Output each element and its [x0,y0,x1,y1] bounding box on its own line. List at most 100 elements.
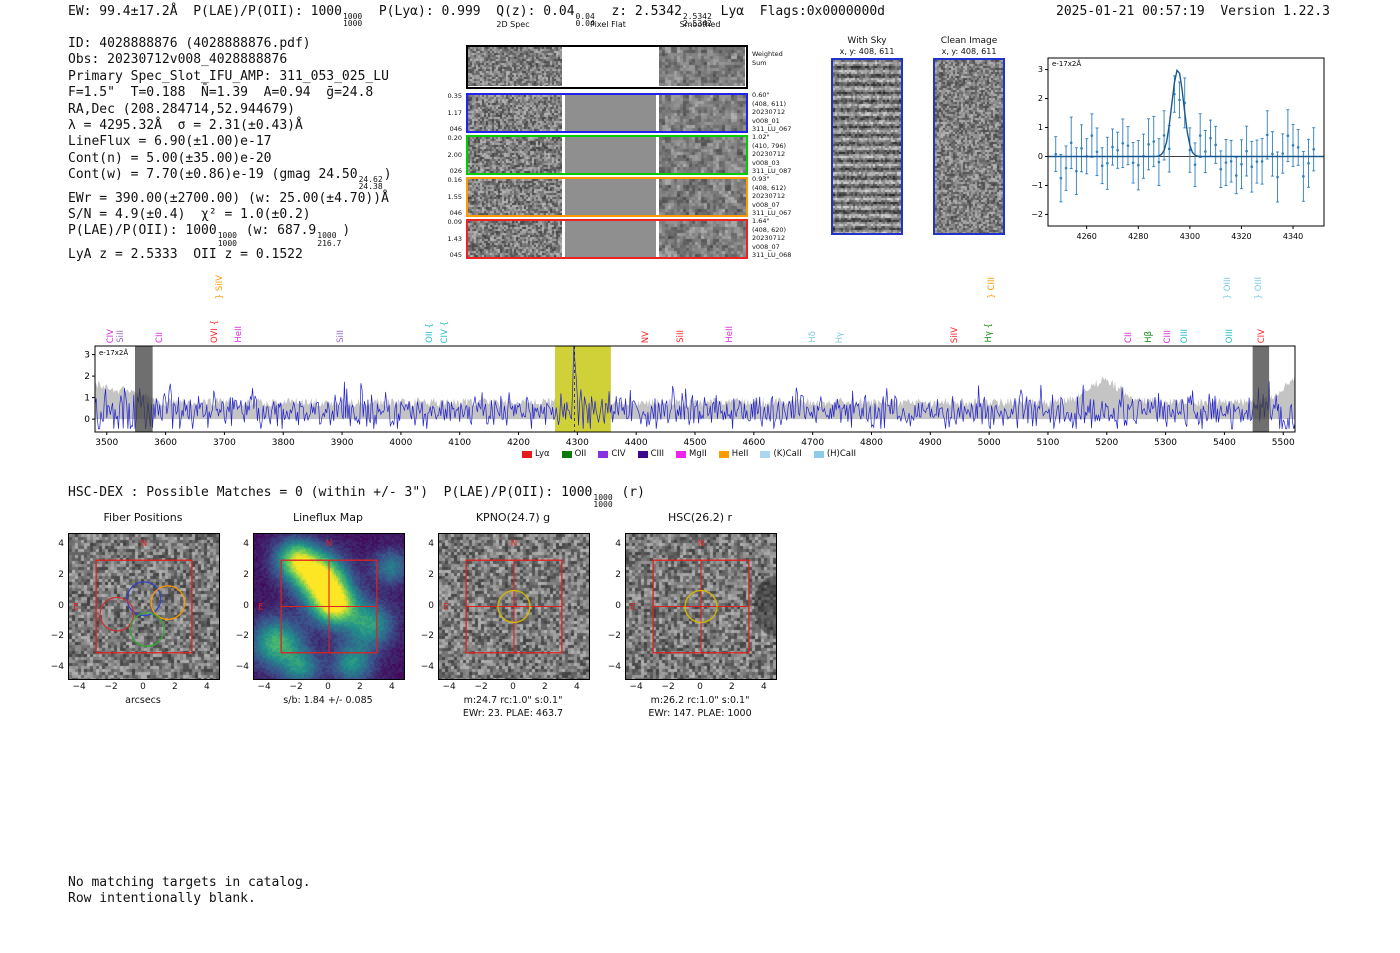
row-scale-labels: 0.35 1.17 046 [436,93,462,133]
text-segment: P(LAE)/P(OII): 1000 [68,223,217,239]
data-point [1157,160,1161,164]
row-smoothed-image [659,137,746,173]
line-fit-chart: 4260 4280 4300 4320 4340 3 2 1 0 −1 −2 e-17x2Å [1020,48,1332,244]
data-point [1162,134,1166,137]
fiber-circle [99,596,135,632]
x-tick-label: 0 [510,682,516,692]
legend-item: CIV [598,449,626,459]
tick-label: 2 [84,372,90,382]
row-scale-labels: 0.20 2.00 026 [436,135,462,175]
tick-label: 4300 [566,438,589,448]
data-point [1296,146,1300,149]
x-tick-label: 2 [172,682,178,692]
tick-label: 3600 [154,438,177,448]
weighted-sum-row [466,45,748,89]
cutout-column-title: 2D Spec [496,20,530,29]
full-spectrum-chart: 3500 3600 3700 3800 3900 4000 4100 4200 4300 4400… [75,345,1303,457]
fraction-top: 2.5342 [682,12,712,21]
data-point [1111,145,1114,149]
row-2dspec-image [468,179,562,215]
tick-label: 4000 [389,438,412,448]
text-segment: λ = 4295.32Å σ = 2.31(±0.43)Å [68,118,303,134]
x-tick-label: −2 [661,682,675,692]
scale-value: 0.20 [447,134,462,142]
text-segment: Lyα Flags:0x0000000d [712,4,885,19]
row-scale-labels: 0.16 1.55 046 [436,177,462,217]
x-tick-label: −2 [474,682,488,692]
line-label: Hβ [1144,331,1155,343]
line-label: } OIII [1253,276,1264,299]
legend-label: OII [574,449,587,459]
with_sky-image [833,60,901,233]
stamp-caption: arcsecs [125,695,161,706]
data-point [1250,165,1254,169]
tick-label: 4300 [1180,232,1200,240]
row-smoothed-image [659,221,746,257]
tick-label: 3500 [95,438,118,448]
fiber-circle [126,581,162,617]
plot-border [1047,57,1325,227]
amp-cutout-row [466,177,748,217]
stamp-title: Lineflux Map [292,511,364,524]
fraction-top: 1000 [593,493,613,502]
fraction-bottom: 2.5342 [682,19,712,29]
cutout-column-title: Pixel Flat [590,20,626,29]
legend-item: MgII [676,449,707,459]
row-annotation: 1.64" (408, 620) 20230712 v008_07 311_LU_068 [752,217,816,263]
y-tick-label: 4 [58,538,64,549]
spectrum-line [94,345,1296,430]
data-point [1245,149,1248,153]
tick-label: e-17x2Å [1052,59,1081,68]
extraction-square [95,559,193,654]
tick-label: −1 [1031,181,1043,190]
tick-label: N [511,539,518,549]
data-point [1291,144,1295,147]
scale-value: 1.55 [447,192,462,201]
fraction-bottom: 1000 [593,500,613,510]
stacked-fraction: 1000 1000 [342,12,363,27]
stamp-caption: EWr: 23. PLAE: 463.7 [462,708,564,719]
text-segment: (w: 687.9 [237,223,317,239]
tick-label: 4200 [507,438,530,448]
legend-item: OII [561,449,587,459]
fraction-top: 0.04 [575,12,595,21]
x-tick-label: 4 [388,682,395,692]
info-line: Cont(n) = 5.00(±35.00)e-20 [68,151,392,167]
tick-label: E [258,603,264,613]
info-line: RA,Dec (208.284714,52.944679) [68,102,392,118]
annotation-line: 1.64" [752,217,770,225]
stacked-fraction: 0.04 0.04 [575,12,596,27]
x-tick-label: 4 [573,682,580,692]
fiber-positions-image [68,533,220,680]
weighted-label-line: Sum [752,58,767,67]
text-segment: ) [383,167,392,183]
data-point [1136,163,1140,167]
tick-label: E [73,603,79,613]
scale-value: 046 [449,209,462,217]
fraction-top: 1000 [217,231,237,241]
timestamp-version: 2025-01-21 00:57:19 Version 1.22.3 [1056,4,1330,19]
tick-label: 4600 [742,438,765,448]
tick-label: 3 [84,351,90,361]
stamp-title: KPNO(24.7) g [475,511,551,524]
stamp-overlay: NE [73,539,193,654]
data-point [1307,162,1310,165]
legend-swatch [760,450,771,458]
scale-value: 0.16 [447,176,462,184]
data-point [1069,141,1073,145]
y-tick-label: −4 [607,662,621,673]
legend-swatch [676,450,687,458]
stamp-overlay: NE [630,539,750,654]
x-tick-label: −4 [442,682,456,692]
annotation-line: v008_07 [752,200,780,209]
info-line: EWr = 390.00(±2700.00) (w: 25.00(±4.70))… [68,191,392,207]
row-2dspec-image [468,221,562,257]
x-tick-label: −4 [72,682,86,692]
annotation-line: (410, 796) [752,141,787,150]
annotation-line: (408, 612) [752,183,787,192]
line-label: NV [640,330,651,343]
data-point [1302,175,1305,178]
row-smoothed-image [659,179,746,215]
annotation-line: 311_LU_067 [752,209,792,218]
line-label: SiII [336,330,347,343]
